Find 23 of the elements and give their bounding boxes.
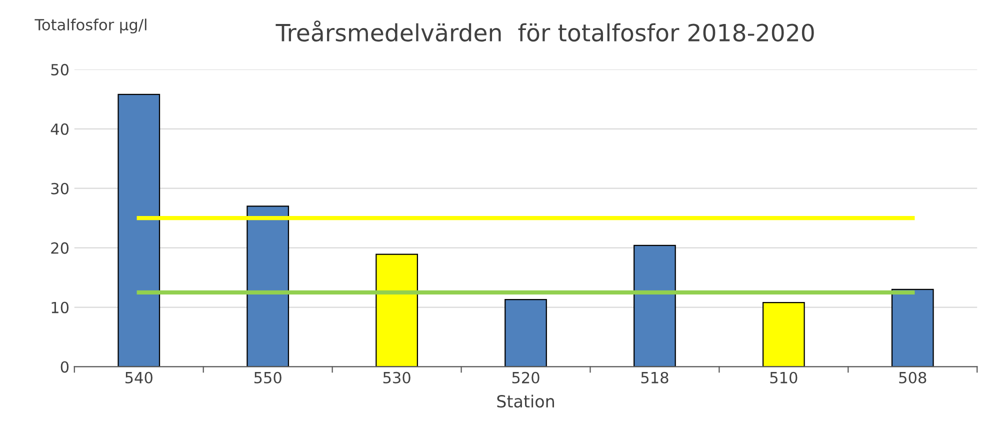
y-tick-label: 40 xyxy=(50,123,69,135)
bar xyxy=(762,302,805,367)
x-tick-label: 518 xyxy=(641,372,668,384)
bar xyxy=(376,254,418,367)
y-tick-label: 50 xyxy=(51,64,69,76)
chart-title: Treårsmedelvärden för totalfosfor 2018-2020 xyxy=(276,20,814,42)
bar xyxy=(504,298,547,367)
y-axis-title: Totalfosfor µg/l xyxy=(34,18,146,34)
x-tick-label: 508 xyxy=(899,372,926,384)
y-tick-label: 30 xyxy=(51,182,69,194)
bar xyxy=(634,244,676,367)
x-tick-label: 510 xyxy=(770,372,798,384)
x-tick-label: 540 xyxy=(125,372,152,384)
x-tick-label: 520 xyxy=(512,372,540,384)
bar xyxy=(118,94,160,367)
bar xyxy=(891,288,934,367)
y-tick-label: 20 xyxy=(51,242,69,254)
x-tick-label: 550 xyxy=(254,372,282,384)
y-tick-label: 0 xyxy=(60,361,69,373)
y-tick-label: 10 xyxy=(52,302,69,314)
x-tick-label: 530 xyxy=(383,372,410,384)
x-axis-title: Station xyxy=(497,394,554,408)
bar xyxy=(246,206,290,367)
